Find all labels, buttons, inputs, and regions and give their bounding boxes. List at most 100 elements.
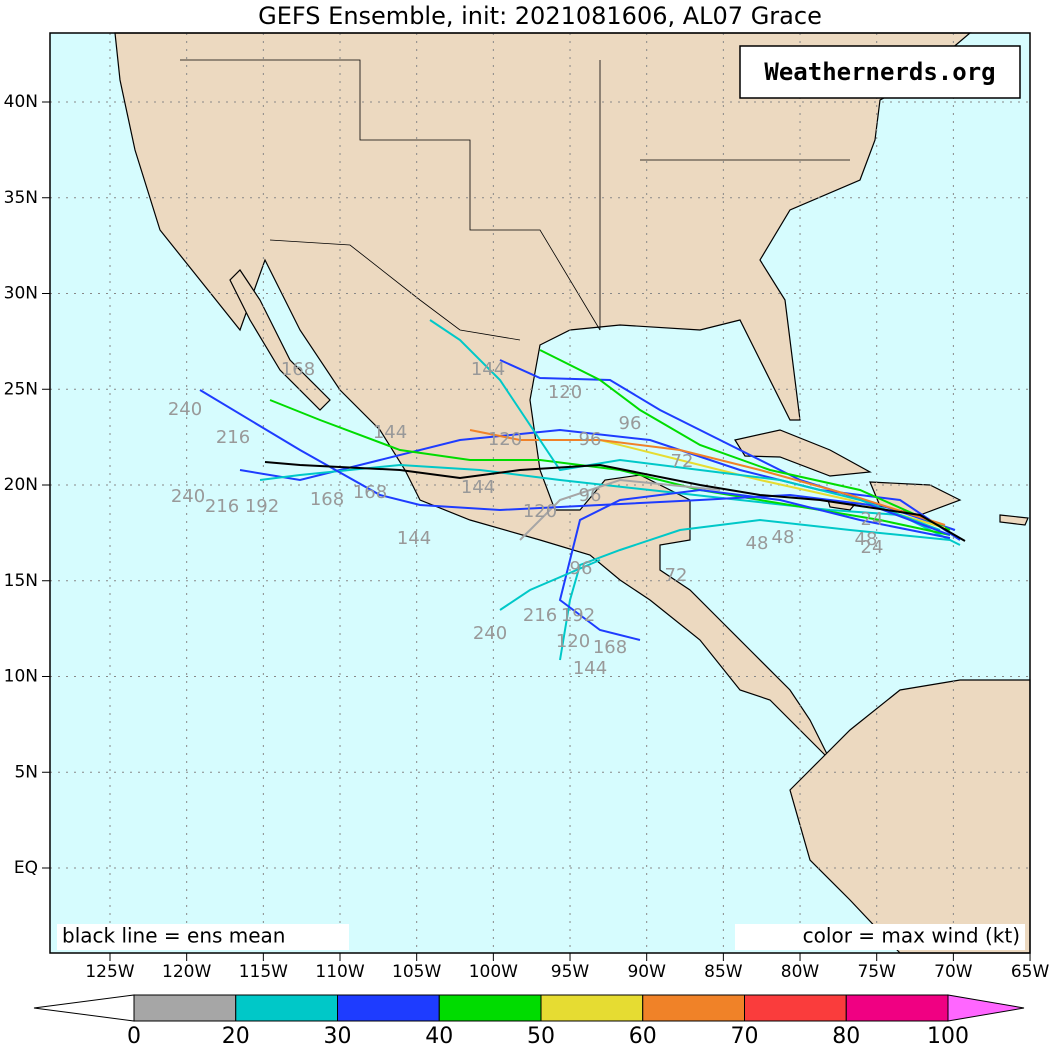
y-tick-label: 20N [4, 475, 38, 495]
colorbar-end [33, 994, 135, 1022]
ensemble-mean [264, 461, 966, 542]
track-label: 24 [861, 509, 884, 530]
x-tick-label: 65W [1011, 962, 1050, 982]
x-tick-label: 100W [469, 962, 518, 982]
track-label: 192 [561, 605, 595, 626]
track-label: 240 [168, 399, 202, 420]
track-label: 216 [523, 605, 557, 626]
track-label: 168 [353, 482, 387, 503]
track [469, 429, 946, 526]
puerto-rico [999, 514, 1029, 526]
tracks [199, 319, 966, 661]
track-label: 120 [523, 501, 557, 522]
track-label: 48 [855, 529, 878, 550]
track-label: 144 [373, 422, 407, 443]
watermark: Weathernerds.org [764, 58, 995, 86]
x-tick-label: 85W [704, 962, 743, 982]
track-label: 96 [570, 558, 593, 579]
y-tick-label: 40N [4, 92, 38, 112]
track-label: 240 [473, 623, 507, 644]
graticule [50, 33, 1030, 953]
track-label: 96 [579, 429, 602, 450]
colorbar-end [947, 994, 1025, 1022]
colorbar-label: 80 [832, 1024, 860, 1049]
x-tick-label: 90W [627, 962, 666, 982]
y-tick-label: 10N [4, 667, 38, 687]
x-tick-label: 125W [85, 962, 134, 982]
track [558, 488, 951, 641]
track-label: 168 [281, 359, 315, 380]
axes: 125W 120W 115W 110W 105W 100W 95W 90W 85W 80W 75W 7… [4, 92, 1050, 982]
track-label: 144 [573, 658, 607, 679]
border [269, 239, 521, 341]
x-tick-label: 120W [162, 962, 211, 982]
track-label: 120 [488, 429, 522, 450]
track [539, 349, 951, 531]
colorbar-segment [337, 994, 440, 1022]
colorbar-segment [133, 994, 237, 1022]
track-label: 168 [310, 489, 344, 510]
track-label: 96 [619, 413, 642, 434]
colorbar-segment [235, 994, 338, 1022]
track-label: 48 [746, 533, 769, 554]
border [180, 59, 601, 331]
track [519, 478, 721, 541]
legend-box [57, 924, 349, 950]
track-label: 24 [861, 537, 884, 558]
colorbar-label: 60 [629, 1024, 657, 1049]
watermark-box [739, 45, 1021, 99]
track-label: 120 [556, 631, 590, 652]
legend-left: black line = ens mean [62, 924, 286, 948]
track [499, 559, 601, 611]
track [429, 319, 941, 531]
x-tick-label: 80W [781, 962, 820, 982]
track-label: 144 [397, 528, 431, 549]
track-label: 120 [548, 382, 582, 403]
legend-right: color = max wind (kt) [803, 924, 1020, 948]
track-label: 144 [461, 477, 495, 498]
hispaniola [869, 481, 962, 516]
land [114, 32, 1031, 954]
colorbar-label: 100 [927, 1024, 969, 1049]
frame [49, 32, 1031, 954]
track-label: 240 [171, 486, 205, 507]
track-label: 216 [216, 427, 250, 448]
track-label: 72 [665, 565, 688, 586]
colorbar-label: 50 [527, 1024, 555, 1049]
colorbar-segment [540, 994, 644, 1022]
track [269, 399, 951, 536]
colorbar-label: 30 [324, 1024, 352, 1049]
track [199, 389, 951, 536]
x-tick-label: 70W [934, 962, 973, 982]
x-tick-label: 95W [551, 962, 590, 982]
title: GEFS Ensemble, init: 2021081606, AL07 Gr… [258, 2, 822, 30]
track-label: 72 [671, 451, 694, 472]
colorbar-label: 70 [731, 1024, 759, 1049]
track-label: 168 [593, 637, 627, 658]
colorbar-segment [642, 994, 745, 1022]
track-label: 192 [245, 496, 279, 517]
track-label: 96 [579, 485, 602, 506]
baja [229, 269, 331, 411]
track-label: 216 [205, 496, 239, 517]
y-tick-label: 25N [4, 379, 38, 399]
borders [180, 59, 850, 341]
colorbar: 0 20 30 40 50 60 70 80 100 [33, 994, 1025, 1049]
y-tick-label: 35N [4, 188, 38, 208]
x-tick-label: 105W [392, 962, 441, 982]
north-america [114, 32, 972, 761]
x-tick-label: 115W [239, 962, 288, 982]
track-label: 48 [772, 527, 795, 548]
x-tick-label: 75W [857, 962, 896, 982]
colorbar-label: 20 [222, 1024, 250, 1049]
y-tick-label: 30N [4, 284, 38, 304]
colorbar-segment [438, 994, 542, 1022]
colorbar-segment [845, 994, 949, 1022]
x-tick-label: 110W [315, 962, 364, 982]
y-tick-label: 5N [14, 762, 38, 782]
track-label: 144 [471, 359, 505, 380]
track [559, 518, 951, 661]
